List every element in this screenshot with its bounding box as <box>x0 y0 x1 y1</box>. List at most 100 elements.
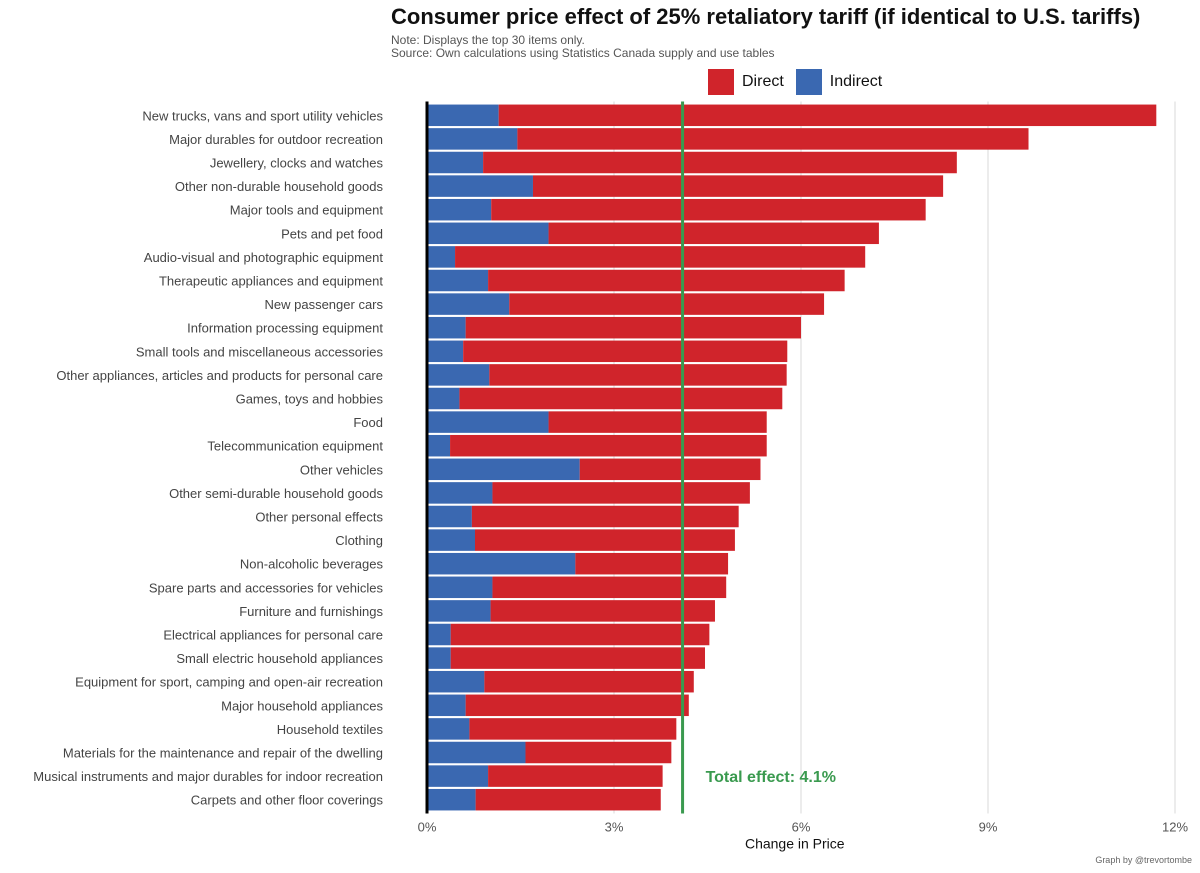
bar-direct <box>517 128 1029 150</box>
bar-indirect <box>427 788 476 811</box>
category-label: Therapeutic appliances and equipment <box>159 274 383 289</box>
bar-direct <box>463 340 788 363</box>
bar-indirect <box>427 718 470 740</box>
category-label: Major durables for outdoor recreation <box>169 132 383 147</box>
bar-direct <box>579 458 761 481</box>
category-label: Other personal effects <box>255 510 383 525</box>
bar-direct <box>450 434 767 457</box>
bar-indirect <box>427 293 510 315</box>
category-label: Electrical appliances for personal care <box>163 628 383 643</box>
total-effect-label: Total effect: 4.1% <box>706 769 836 786</box>
bar-direct <box>465 694 689 717</box>
bar-indirect <box>427 222 549 245</box>
chart-title: Consumer price effect of 25% retaliatory… <box>391 4 1141 29</box>
category-label: Other vehicles <box>300 462 384 477</box>
bar-direct <box>484 670 694 693</box>
bar-direct <box>532 175 944 197</box>
bar-direct <box>465 316 801 339</box>
bar-direct <box>450 623 710 646</box>
category-label: Other appliances, articles and products … <box>56 368 383 383</box>
category-label: Small tools and miscellaneous accessorie… <box>136 344 384 359</box>
bar-indirect <box>427 434 451 457</box>
bar-indirect <box>427 482 493 504</box>
bar-indirect <box>427 505 472 528</box>
bar-indirect <box>427 269 489 292</box>
x-tick-label: 0% <box>418 820 437 835</box>
bar-direct <box>491 198 926 221</box>
note-line: Note: Displays the top 30 items only. <box>391 33 585 47</box>
category-label: Materials for the maintenance and repair… <box>63 746 383 761</box>
category-label: Clothing <box>335 533 383 548</box>
bar-indirect <box>427 364 490 386</box>
category-label: Major tools and equipment <box>230 203 384 218</box>
category-label: Equipment for sport, camping and open-ai… <box>75 675 383 690</box>
category-label: New trucks, vans and sport utility vehic… <box>142 108 383 123</box>
category-label: Pets and pet food <box>281 226 383 241</box>
bar-direct <box>474 529 735 551</box>
bar-direct <box>525 741 672 764</box>
bar-indirect <box>427 670 485 693</box>
bar-indirect <box>427 175 533 197</box>
category-label: New passenger cars <box>265 297 384 312</box>
bar-indirect <box>427 316 466 339</box>
category-label: Food <box>353 415 383 430</box>
bar-indirect <box>427 529 475 551</box>
bar-direct <box>483 151 957 174</box>
bar-direct <box>492 576 727 599</box>
category-label: Audio-visual and photographic equipment <box>144 250 384 265</box>
source-line: Source: Own calculations using Statistic… <box>391 46 775 60</box>
category-label: Information processing equipment <box>187 321 383 336</box>
bar-indirect <box>427 128 518 150</box>
bar-indirect <box>427 647 451 669</box>
bar-indirect <box>427 694 466 717</box>
category-label: Household textiles <box>277 722 384 737</box>
bar-indirect <box>427 387 460 410</box>
bar-indirect <box>427 552 576 575</box>
legend-label-direct: Direct <box>742 73 784 90</box>
bar-direct <box>489 364 787 386</box>
bar-indirect <box>427 765 489 787</box>
bar-indirect <box>427 458 580 481</box>
x-tick-label: 12% <box>1162 820 1188 835</box>
bar-direct <box>548 411 767 433</box>
bar-direct <box>575 552 729 575</box>
category-label: Spare parts and accessories for vehicles <box>149 580 384 595</box>
bar-direct <box>455 246 866 268</box>
bar-indirect <box>427 741 526 764</box>
bar-direct <box>488 269 845 292</box>
bar-direct <box>492 482 750 504</box>
bar-direct <box>488 765 663 787</box>
legend-label-indirect: Indirect <box>829 73 883 90</box>
chart-legend: Direct Indirect <box>708 69 894 95</box>
category-label: Major household appliances <box>221 698 383 713</box>
x-tick-label: 3% <box>605 820 624 835</box>
x-axis-label: Change in Price <box>745 836 845 852</box>
category-label: Musical instruments and major durables f… <box>33 769 383 784</box>
bar-indirect <box>427 600 491 622</box>
bar-direct <box>548 222 879 245</box>
category-label: Jewellery, clocks and watches <box>210 156 384 171</box>
bar-direct <box>469 718 677 740</box>
chart-note: Note: Displays the top 30 items only. So… <box>391 34 775 60</box>
bar-indirect <box>427 411 549 433</box>
category-label: Furniture and furnishings <box>239 604 383 619</box>
bar-indirect <box>427 246 456 268</box>
bar-indirect <box>427 340 464 363</box>
x-tick-label: 9% <box>979 820 998 835</box>
bar-direct <box>490 600 715 622</box>
category-label: Carpets and other floor coverings <box>191 793 384 808</box>
category-label: Telecommunication equipment <box>207 439 383 454</box>
category-label: Other non-durable household goods <box>175 179 384 194</box>
category-label: Small electric household appliances <box>176 651 383 666</box>
category-label: Non-alcoholic beverages <box>240 557 384 572</box>
bar-indirect <box>427 576 493 599</box>
legend-item-direct: Direct <box>708 69 784 95</box>
bar-direct <box>509 293 825 315</box>
legend-item-indirect: Indirect <box>795 69 883 95</box>
bar-indirect <box>427 151 484 174</box>
x-tick-label: 6% <box>792 820 811 835</box>
bar-indirect <box>427 198 492 221</box>
bar-direct <box>459 387 783 410</box>
credit-text: Graph by @trevortombe <box>1095 855 1192 865</box>
